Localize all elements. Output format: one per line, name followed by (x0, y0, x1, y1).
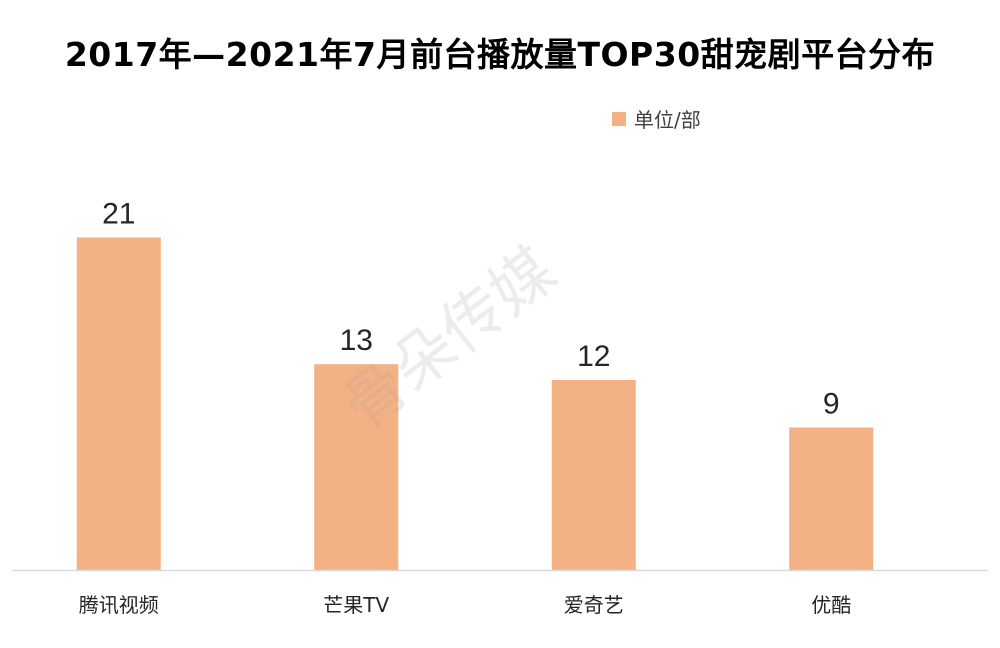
bar-2 (314, 364, 399, 570)
data-labels-group: 21 13 12 9 (102, 198, 840, 421)
category-label-2: 芒果TV (323, 593, 389, 617)
bar-3 (551, 380, 636, 570)
category-label-3: 爱奇艺 (564, 593, 624, 617)
legend-swatch (612, 111, 626, 126)
legend: 单位/部 (612, 104, 701, 133)
legend-label: 单位/部 (634, 108, 701, 132)
data-label-2: 13 (340, 324, 373, 357)
category-label-4: 优酷 (811, 593, 851, 617)
data-label-4: 9 (823, 388, 840, 421)
chart-title: 2017年—2021年7月前台播放量TOP30甜宠剧平台分布 (64, 35, 936, 74)
data-label-1: 21 (102, 198, 135, 231)
category-label-1: 腾讯视频 (79, 593, 159, 617)
category-labels-group: 腾讯视频 芒果TV 爱奇艺 优酷 (79, 593, 852, 617)
bar-1 (76, 237, 161, 570)
bar-4 (789, 427, 874, 570)
bars-group (76, 237, 874, 570)
data-label-3: 12 (577, 340, 610, 373)
